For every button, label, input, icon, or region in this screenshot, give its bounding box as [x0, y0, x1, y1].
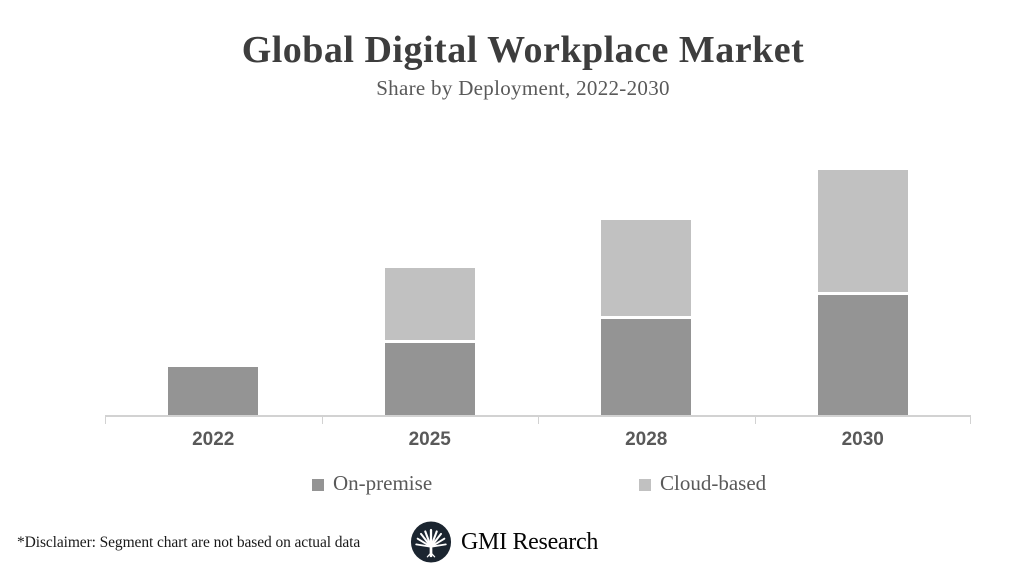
gmi-palm-logo-icon	[410, 521, 452, 563]
stacked-bar-2025	[384, 268, 475, 415]
x-axis-label-2030: 2030	[841, 429, 884, 450]
stacked-bar-2028	[601, 220, 692, 415]
x-axis-ticks	[105, 417, 971, 424]
bar-group-2022	[105, 140, 322, 415]
stacked-bar-chart: 2022 2025 2028 2030	[105, 140, 971, 451]
segment-on-premise-2025	[384, 343, 475, 415]
chart-subtitle: Share by Deployment, 2022-2030	[376, 75, 670, 100]
x-axis-labels: 2022 2025 2028 2030	[105, 429, 971, 451]
bar-group-2030	[755, 140, 972, 415]
legend-label-on-premise: On-premise	[333, 471, 433, 495]
plot-area	[105, 140, 971, 415]
x-axis-tick	[538, 417, 539, 424]
legend-item-cloud-based: Cloud-based	[639, 471, 766, 496]
x-axis-tick	[321, 417, 323, 424]
x-axis-label-2028: 2028	[625, 429, 668, 450]
legend-item-on-premise: On-premise	[312, 471, 432, 496]
segment-cloud-based-2025	[384, 268, 475, 340]
segment-cloud-based-2028	[601, 220, 692, 316]
x-axis-tick	[105, 417, 106, 424]
stacked-bar-2022	[168, 367, 259, 415]
segment-on-premise-2030	[817, 295, 908, 415]
bar-group-2028	[538, 140, 755, 415]
brand-lockup: GMI Research	[410, 521, 598, 563]
x-axis-line	[105, 415, 971, 417]
stacked-bar-2030	[817, 169, 908, 415]
brand-name: GMI Research	[461, 528, 599, 555]
chart-header: Global Digital Workplace Market Share by…	[11, 29, 1024, 101]
legend-label-cloud-based: Cloud-based	[660, 471, 767, 495]
x-axis-tick	[754, 417, 756, 424]
on-premise-swatch-icon	[312, 478, 324, 491]
x-axis-label-2025: 2025	[408, 429, 451, 450]
segment-cloud-based-2030	[817, 169, 908, 292]
cloud-based-swatch-icon	[639, 478, 651, 491]
segment-on-premise-2028	[601, 319, 692, 415]
chart-title: Global Digital Workplace Market	[241, 29, 805, 71]
bar-group-2025	[322, 140, 539, 415]
segment-on-premise-2022	[168, 367, 259, 415]
x-axis-tick	[970, 417, 971, 424]
disclaimer-text: *Disclaimer: Segment chart are not based…	[17, 534, 361, 551]
x-axis-label-2022: 2022	[192, 429, 235, 450]
